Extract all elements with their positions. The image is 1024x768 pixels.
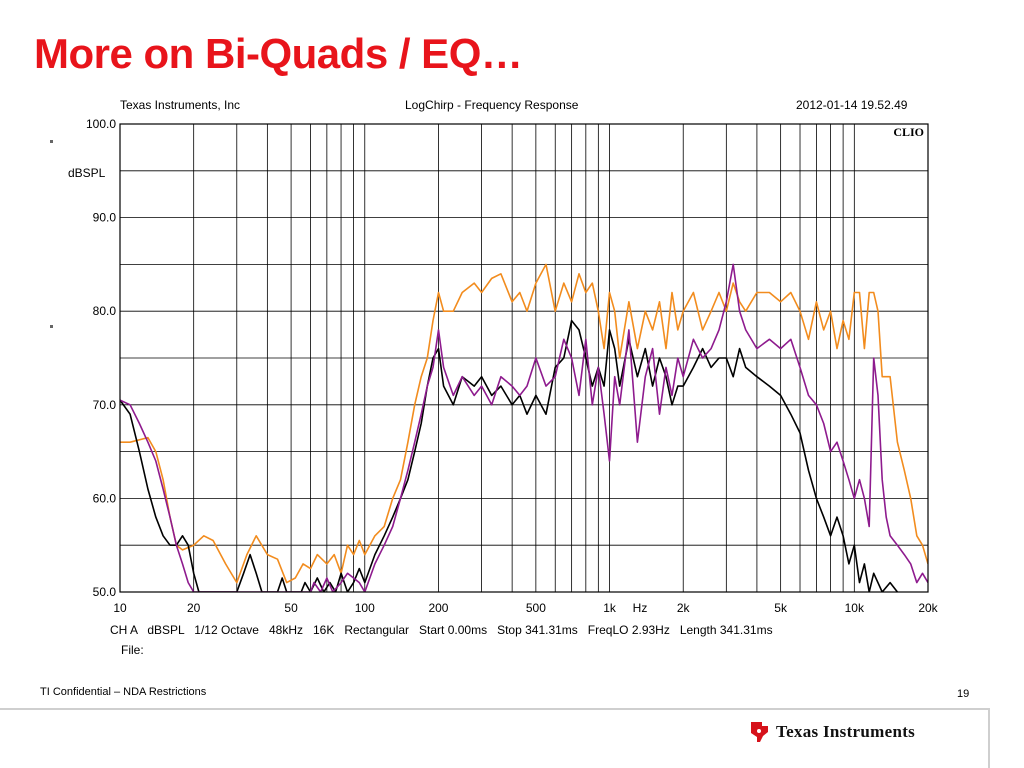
measurement-settings: CH A dBSPL 1/12 Octave 48kHz 16K Rectang… xyxy=(110,623,773,637)
series-line-3 xyxy=(120,263,928,592)
chart-header-center: LogChirp - Frequency Response xyxy=(405,98,579,112)
file-label: File: xyxy=(121,643,144,657)
bullet-marker xyxy=(50,325,53,328)
frequency-response-chart: Texas Instruments, Inc LogChirp - Freque… xyxy=(68,98,939,657)
y-tick-label: 50.0 xyxy=(93,585,117,599)
chart-header-right: 2012-01-14 19.52.49 xyxy=(796,98,908,112)
footer-divider xyxy=(0,708,990,710)
x-tick-label: 100 xyxy=(355,601,375,615)
x-tick-label: 10k xyxy=(845,601,865,615)
y-axis-label: dBSPL xyxy=(68,166,106,180)
logo-text: Texas Instruments xyxy=(776,722,916,741)
chart-series xyxy=(120,263,928,592)
y-tick-label: 70.0 xyxy=(93,398,117,412)
clio-brand-label: CLIO xyxy=(893,125,924,139)
x-axis-label: Hz xyxy=(633,601,648,615)
x-tick-label: 1k xyxy=(603,601,617,615)
y-tick-label: 60.0 xyxy=(93,491,117,505)
y-tick-label: 90.0 xyxy=(93,211,117,225)
x-tick-label: 20k xyxy=(918,601,938,615)
y-axis-ticks: 100.0 90.0 80.0 70.0 60.0 50.0 xyxy=(86,117,116,599)
chart-header-left: Texas Instruments, Inc xyxy=(120,98,240,112)
x-tick-label: 500 xyxy=(526,601,546,615)
x-tick-label: 2k xyxy=(677,601,691,615)
x-tick-label: 50 xyxy=(284,601,298,615)
series-line-2 xyxy=(120,319,899,592)
page-number: 19 xyxy=(957,688,970,700)
footer-divider-vertical xyxy=(988,708,990,768)
bullet-marker xyxy=(50,140,53,143)
y-tick-label: 80.0 xyxy=(93,304,117,318)
x-axis-ticks: 10 20 50 100 200 500 1k 2k 5k 10k 20k xyxy=(113,601,938,615)
slide-title: More on Bi-Quads / EQ… xyxy=(34,30,523,77)
confidential-notice: TI Confidential – NDA Restrictions xyxy=(40,686,207,698)
chart-grid xyxy=(120,124,928,592)
x-tick-label: 200 xyxy=(428,601,448,615)
x-tick-label: 5k xyxy=(774,601,788,615)
series-line-1 xyxy=(120,263,928,584)
y-tick-label: 100.0 xyxy=(86,117,116,131)
x-tick-label: 10 xyxy=(113,601,127,615)
x-tick-label: 20 xyxy=(187,601,201,615)
company-logo: Texas Instruments xyxy=(748,720,915,744)
plot-frame xyxy=(119,123,929,593)
ti-logo-icon xyxy=(751,722,768,742)
